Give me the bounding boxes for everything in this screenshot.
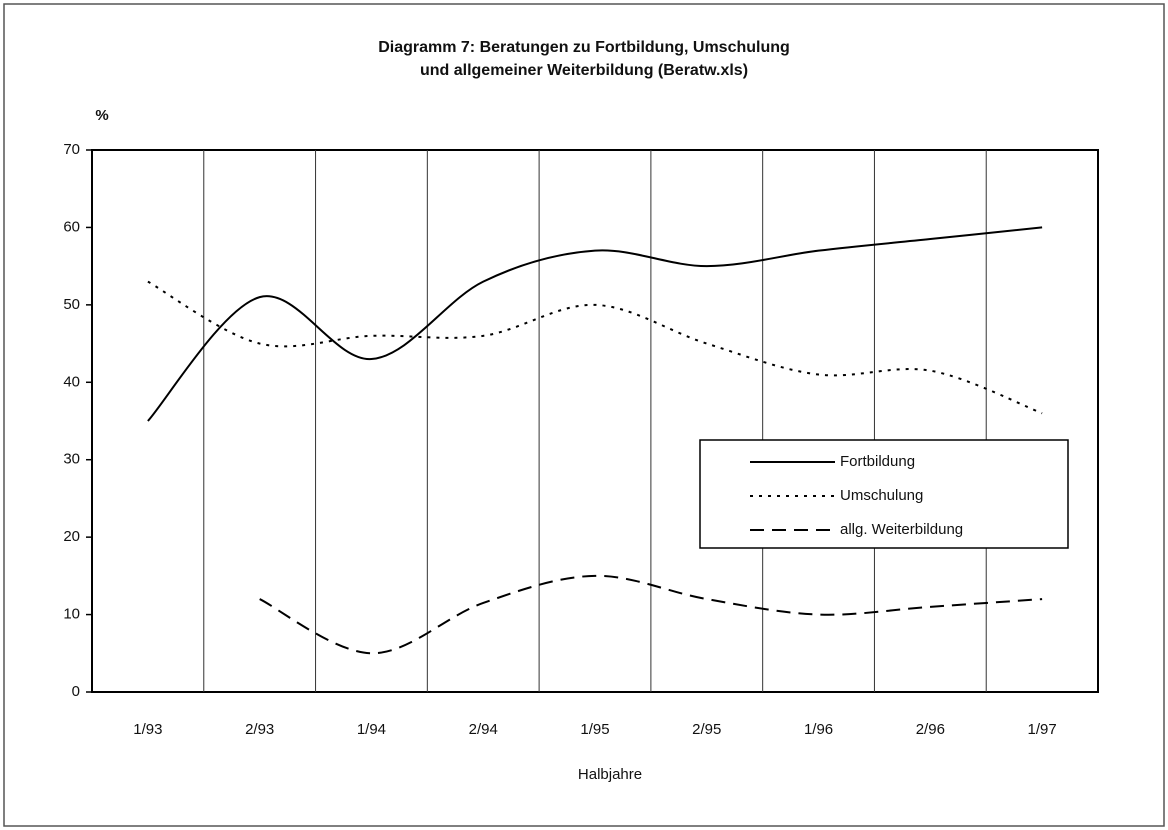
y-tick-label: 60 (63, 218, 80, 235)
y-tick-label: 40 (63, 373, 80, 390)
x-axis-label: Halbjahre (578, 766, 642, 783)
x-tick-label: 1/93 (133, 721, 162, 738)
y-tick-label: 10 (63, 606, 80, 623)
y-tick-label: 70 (63, 141, 80, 158)
y-tick-label: 30 (63, 451, 80, 468)
legend-label: allg. Weiterbildung (840, 521, 963, 538)
series-line (259, 574, 1043, 655)
chart-title: Diagramm 7: Beratungen zu Fortbildung, U… (378, 39, 790, 56)
series-line (147, 280, 1043, 415)
x-tick-label: 2/94 (469, 721, 498, 738)
series-line (147, 226, 1043, 422)
y-tick-label: 0 (72, 683, 80, 700)
legend-label: Umschulung (840, 487, 923, 504)
chart-subtitle: und allgemeiner Weiterbildung (Beratw.xl… (420, 62, 748, 79)
x-tick-label: 1/97 (1028, 721, 1057, 738)
y-tick-label: 20 (63, 528, 80, 545)
x-tick-label: 2/93 (245, 721, 274, 738)
x-tick-label: 2/96 (916, 721, 945, 738)
y-axis-label: % (95, 107, 108, 124)
legend-label: Fortbildung (840, 453, 915, 470)
frame (3, 3, 1165, 827)
x-tick-label: 1/96 (804, 721, 833, 738)
x-tick-label: 1/95 (580, 721, 609, 738)
x-tick-label: 2/95 (692, 721, 721, 738)
y-tick-label: 50 (63, 296, 80, 313)
x-tick-label: 1/94 (357, 721, 386, 738)
plot-area (91, 149, 1099, 693)
